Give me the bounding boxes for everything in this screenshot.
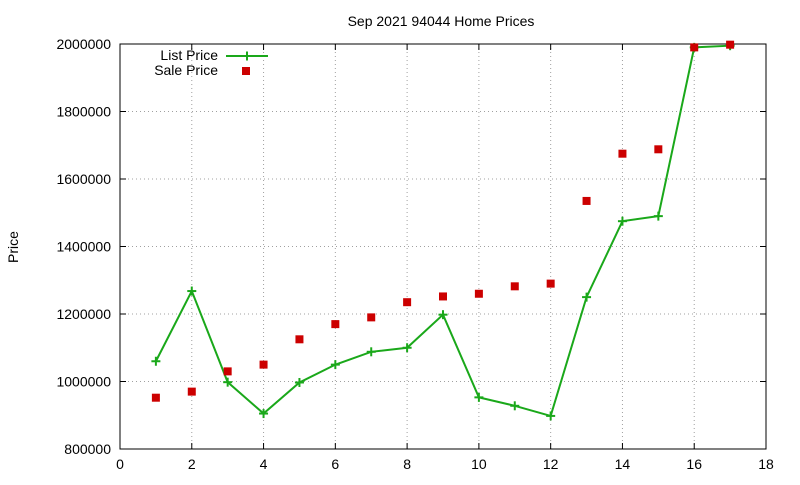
x-tick-label: 4 bbox=[260, 456, 268, 472]
legend-label-list-price: List Price bbox=[160, 47, 218, 63]
y-tick-label: 800000 bbox=[64, 441, 111, 457]
list-price-point bbox=[510, 401, 520, 411]
y-tick-label: 2000000 bbox=[56, 36, 111, 52]
sale-price-point bbox=[546, 279, 555, 288]
sale-price-point bbox=[367, 313, 376, 322]
sale-price-point bbox=[690, 43, 699, 52]
sale-price-point bbox=[618, 149, 627, 158]
sale-price-point bbox=[223, 367, 232, 376]
list-price-point bbox=[653, 211, 663, 221]
sale-price-point bbox=[295, 335, 304, 344]
y-tick-label: 1200000 bbox=[56, 306, 111, 322]
list-price-point bbox=[259, 409, 269, 419]
sale-price-point bbox=[439, 292, 447, 301]
axis-layer: 0 2 4 6 8 10 12 14 16 18 800000 1000000 1200000 14000… bbox=[56, 36, 774, 472]
list-price-point bbox=[617, 216, 627, 226]
sale-price-point bbox=[187, 387, 196, 396]
list-price-point bbox=[366, 347, 376, 357]
sale-price-point bbox=[654, 145, 663, 154]
y-tick-label: 1400000 bbox=[56, 239, 111, 255]
list-price-point bbox=[294, 378, 304, 388]
grid-layer bbox=[120, 44, 766, 449]
list-price-point bbox=[474, 392, 484, 402]
x-tick-label: 14 bbox=[615, 456, 631, 472]
chart-title: Sep 2021 94044 Home Prices bbox=[348, 13, 535, 29]
sale-price-point bbox=[474, 289, 483, 298]
y-tick-label: 1000000 bbox=[56, 374, 111, 390]
list-price-point bbox=[546, 411, 556, 421]
x-tick-label: 0 bbox=[116, 456, 124, 472]
list-price-point bbox=[330, 360, 340, 370]
legend-swatch-marker bbox=[242, 51, 252, 61]
x-tick-label: 8 bbox=[403, 456, 411, 472]
sale-price-point bbox=[259, 360, 268, 369]
list-price-point bbox=[438, 310, 448, 320]
list-price-point bbox=[187, 286, 197, 296]
x-tick-label: 2 bbox=[188, 456, 196, 472]
sale-price-point bbox=[582, 196, 591, 205]
legend-swatch-marker bbox=[242, 67, 250, 75]
list-price-point bbox=[402, 343, 412, 353]
list-price-point bbox=[223, 377, 233, 387]
list-price-point bbox=[582, 292, 592, 302]
y-axis-label: Price bbox=[5, 231, 21, 263]
x-tick-label: 12 bbox=[543, 456, 559, 472]
sale-price-point bbox=[726, 40, 735, 49]
legend-label-sale-price: Sale Price bbox=[154, 62, 218, 78]
list-price-line bbox=[154, 44, 731, 418]
sale-price-point bbox=[151, 393, 160, 402]
series-layer bbox=[151, 40, 735, 421]
list-price-point bbox=[151, 356, 161, 366]
sale-price-point bbox=[510, 282, 519, 291]
sale-price-point bbox=[403, 298, 412, 307]
x-tick-label: 18 bbox=[758, 456, 774, 472]
y-tick-label: 1600000 bbox=[56, 171, 111, 187]
x-tick-label: 6 bbox=[331, 456, 339, 472]
x-tick-label: 10 bbox=[471, 456, 487, 472]
sale-price-point bbox=[331, 320, 340, 329]
y-tick-label: 1800000 bbox=[56, 104, 111, 120]
x-tick-label: 16 bbox=[686, 456, 702, 472]
